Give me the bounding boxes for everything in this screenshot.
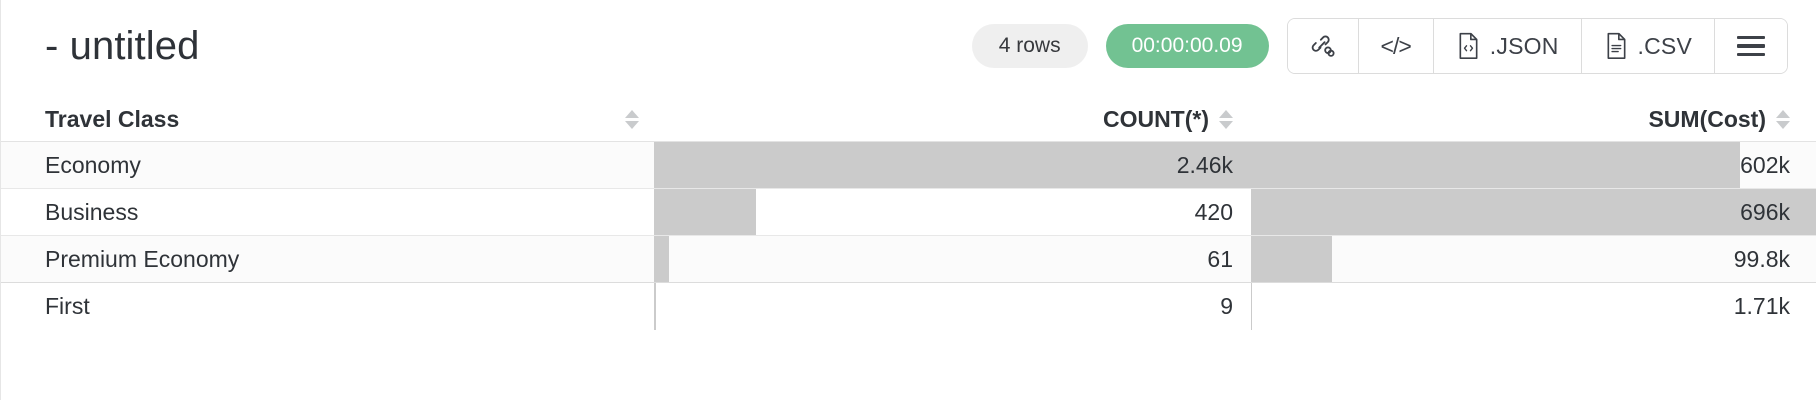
count-bar	[654, 236, 669, 282]
cell-sum-cost: 696k	[1251, 189, 1816, 235]
count-value: 9	[1220, 293, 1233, 319]
header-actions: 4 rows 00:00:00.09	[971, 18, 1788, 74]
panel-header: - untitled 4 rows 00:00:00.09	[1, 0, 1816, 92]
sum-cost-value: 602k	[1740, 151, 1790, 178]
page-title: - untitled	[45, 23, 200, 68]
column-header-sum-cost[interactable]: SUM(Cost)	[1251, 106, 1816, 133]
table-header-row: Travel Class COUNT(*) SUM(Cost)	[1, 92, 1816, 142]
column-header-sum-cost-label: SUM(Cost)	[1648, 106, 1766, 132]
export-button-group: </> .JSON	[1286, 18, 1788, 74]
csv-file-icon	[1604, 32, 1629, 60]
column-header-count[interactable]: COUNT(*)	[654, 106, 1251, 133]
sort-toggle-sum-cost[interactable]	[1776, 110, 1790, 129]
column-header-travel-class[interactable]: Travel Class	[1, 106, 654, 133]
cell-count: 2.46k	[654, 142, 1251, 188]
cell-sum-cost: 99.8k	[1251, 236, 1816, 282]
cell-travel-class: Business	[45, 198, 139, 225]
query-timer-badge: 00:00:00.09	[1105, 24, 1269, 68]
cell-count: 420	[654, 189, 1251, 235]
count-value: 2.46k	[1176, 151, 1233, 178]
column-header-travel-class-label: Travel Class	[45, 106, 180, 132]
row-count-badge: 4 rows	[971, 24, 1088, 68]
table-row[interactable]: First 9 1.71k	[1, 283, 1816, 330]
cell-count: 61	[654, 236, 1251, 282]
table-body: Economy 2.46k 602k Business 420 696k Premium E…	[1, 142, 1816, 330]
count-bar	[654, 189, 757, 235]
sort-toggle-travel-class[interactable]	[625, 110, 639, 129]
cell-sum-cost: 1.71k	[1251, 283, 1816, 330]
table-row[interactable]: Premium Economy 61 99.8k	[1, 236, 1816, 283]
sum-cost-value: 1.71k	[1733, 293, 1790, 319]
sum-cost-bar	[1251, 142, 1740, 188]
count-bar	[654, 283, 657, 330]
cell-travel-class: Economy	[45, 151, 141, 178]
export-json-label: .JSON	[1489, 32, 1559, 59]
more-menu-button[interactable]	[1715, 19, 1787, 73]
hamburger-menu-icon	[1737, 35, 1765, 57]
count-value: 420	[1194, 198, 1233, 225]
export-csv-label: .CSV	[1637, 32, 1692, 59]
json-file-icon	[1456, 32, 1481, 60]
export-csv-button[interactable]: .CSV	[1581, 19, 1715, 73]
table-row[interactable]: Business 420 696k	[1, 189, 1816, 236]
column-header-count-label: COUNT(*)	[1102, 106, 1209, 132]
sum-cost-bar	[1251, 236, 1332, 282]
results-table: Travel Class COUNT(*) SUM(Cost) Economy 2…	[1, 92, 1816, 330]
cell-sum-cost: 602k	[1251, 142, 1816, 188]
sum-cost-bar	[1251, 283, 1253, 330]
table-row[interactable]: Economy 2.46k 602k	[1, 142, 1816, 189]
share-link-button[interactable]	[1287, 19, 1359, 73]
export-json-button[interactable]: .JSON	[1433, 19, 1582, 73]
count-value: 61	[1207, 245, 1233, 272]
cell-count: 9	[654, 283, 1251, 330]
code-icon: </>	[1380, 32, 1412, 59]
view-code-button[interactable]: </>	[1358, 19, 1434, 73]
link-icon	[1310, 33, 1336, 59]
cell-travel-class: Premium Economy	[45, 245, 240, 272]
sum-cost-bar	[1251, 189, 1816, 235]
sum-cost-value: 696k	[1740, 198, 1790, 225]
count-bar	[654, 142, 1251, 188]
sum-cost-value: 99.8k	[1733, 245, 1790, 272]
cell-travel-class: First	[45, 293, 90, 319]
sort-toggle-count[interactable]	[1219, 110, 1233, 129]
